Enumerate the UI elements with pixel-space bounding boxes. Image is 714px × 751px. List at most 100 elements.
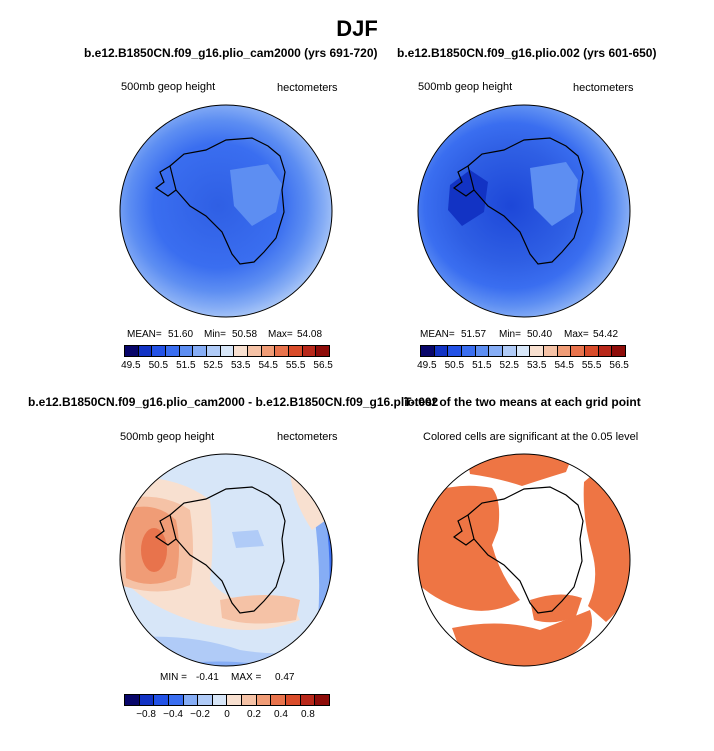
colorbar-box [154,695,169,705]
colorbar-tick-label: −0.4 [163,709,183,720]
east-negative-band [312,500,332,620]
colorbar-tick-label: 56.5 [609,360,629,371]
min-value: 50.58 [232,329,258,340]
colorbar-tick-label: 49.5 [121,360,141,371]
positive-center [141,528,167,572]
interior-plateau [530,162,578,226]
significant-region-west [418,485,520,611]
peninsula [452,165,475,197]
colorbar-box [234,346,249,356]
peninsula [452,514,475,546]
interior-negative [215,508,276,570]
significant-region-coastal [530,594,582,623]
colorbar-box [571,346,586,356]
colorbar-tick-label: 54.5 [554,360,574,371]
mean-value: 51.57 [461,329,487,340]
colorbar-box [198,695,213,705]
field-background [418,105,630,317]
max-label: Max= [268,329,293,340]
colorbar-box [125,346,139,356]
colorbar-box [261,346,276,356]
min-label: Min= [499,329,521,340]
west-positive-inner [120,496,193,592]
peninsula [154,165,177,197]
max-label: Max= [564,329,589,340]
colorbar-box [475,346,490,356]
colorbar-box [286,695,301,705]
colorbar-box [220,346,235,356]
variable-label: 500mb geop height [120,431,215,443]
mean-label: MEAN= [420,329,455,340]
units-label: hectometers [573,82,634,94]
variable-label: 500mb geop height [418,81,513,93]
colorbar-tick-label: 55.5 [285,360,306,371]
colorbar-box [125,695,140,705]
south-negative-band [120,636,332,666]
min-label: Min= [204,329,226,340]
colorbar-box [585,346,599,356]
colorbar-tick-label: 55.5 [581,360,602,371]
panel-title-top-right: b.e12.B1850CN.f09_g16.plio.002 (yrs 601-… [397,46,657,60]
colorbar-box [544,346,558,356]
min-value: -0.41 [196,672,219,683]
colorbar-tick-label: 49.5 [417,360,437,371]
colorbar-tick-label: 50.5 [148,360,169,371]
panel-title-bottom-right: T-test of the two means at each grid poi… [404,395,641,409]
max-label: MAX = [231,672,262,683]
colorbar-box [316,346,330,356]
significant-region-south [452,610,592,666]
colorbar-tick-label: 52.5 [203,360,223,371]
units-label: hectometers [277,82,338,94]
colorbar-box [421,346,435,356]
colorbar-top-left [124,345,330,357]
min-label: MIN = [160,672,187,683]
field-background [418,454,630,666]
colorbar-box [434,346,449,356]
colorbar-box [193,346,208,356]
colorbar-tick-label: 52.5 [499,360,519,371]
colorbar-box [256,695,272,705]
colorbar-tick-label: 53.5 [526,360,547,371]
low-center [448,170,488,226]
colorbar-box [212,695,228,705]
colorbar-box [271,695,287,705]
colorbar-box [598,346,613,356]
colorbar-box [138,346,153,356]
colorbar-tick-label: −0.8 [136,709,156,720]
figure-title: DJF [336,16,378,41]
colorbar-box [462,346,476,356]
colorbar-box [168,695,184,705]
variable-label: 500mb geop height [121,81,216,93]
interior-negative-core [232,530,264,548]
colorbar-tick-label: 51.5 [472,360,492,371]
interior-plateau [230,164,282,226]
colorbar-box [557,346,572,356]
field-background [120,105,332,317]
colorbar-box [179,346,194,356]
max-value: 54.42 [593,329,619,340]
ross-positive-band [290,470,327,530]
max-value: 54.08 [297,329,323,340]
significance-note: Colored cells are significant at the 0.0… [423,431,639,443]
panel-title-bottom-left: b.e12.B1850CN.f09_g16.plio_cam2000 - b.e… [28,395,439,409]
colorbar-tick-label: 54.5 [258,360,278,371]
colorbar-box [227,695,243,705]
colorbar-box [242,695,257,705]
colorbar-tick-label: 0 [224,709,230,720]
colorbar-box [302,346,317,356]
colorbar-tick-label: 53.5 [230,360,251,371]
colorbar-bottom-left [124,694,330,706]
colorbar-tick-label: 56.5 [313,360,333,371]
coastal-positive-band [220,595,300,624]
min-value: 50.40 [527,329,553,340]
colorbar-box [530,346,545,356]
colorbar-box [248,346,262,356]
colorbar-box [207,346,221,356]
antarctica-coastline [169,486,286,614]
west-positive-core [124,506,179,584]
panel-title-top-left: b.e12.B1850CN.f09_g16.plio_cam2000 (yrs … [84,46,378,60]
map-boundary [417,104,631,318]
antarctica-coastline [169,137,286,265]
colorbar-tick-label: 51.5 [176,360,196,371]
colorbar-box [166,346,180,356]
